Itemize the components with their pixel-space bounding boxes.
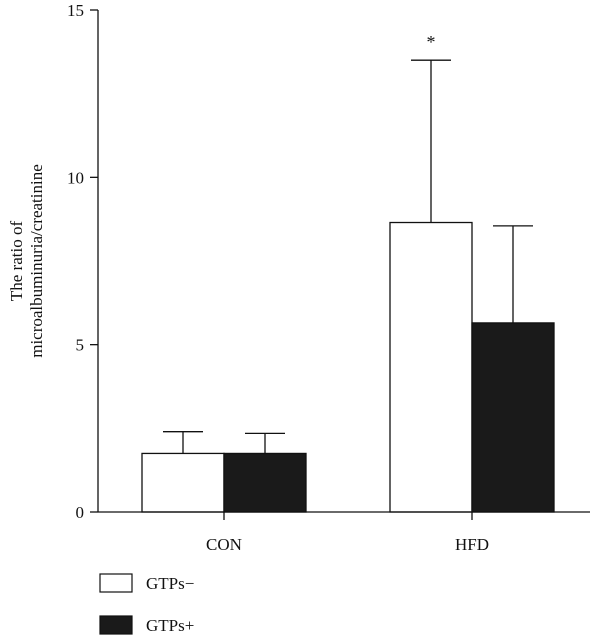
axes [97, 10, 590, 513]
bar-hfd-series-1 [389, 221, 473, 513]
y-tick-label: 15 [67, 1, 84, 20]
y-tick-label: 0 [76, 503, 85, 522]
y-axis-title: The ratio of microalbuminuria/creatinine [7, 164, 46, 358]
legend: GTPs− GTPs+ [99, 573, 194, 635]
legend-label-gtps-plus: GTPs+ [146, 616, 194, 635]
x-tick-label: CON [206, 535, 242, 554]
bar-hfd-series-2 [471, 322, 555, 513]
legend-label-gtps-minus: GTPs− [146, 574, 194, 593]
legend-swatch-gtps-minus [99, 573, 133, 593]
bar-con-series-1 [141, 452, 225, 513]
bars-layer [141, 59, 555, 513]
y-tick-label: 5 [76, 336, 85, 355]
y-axis-title-line-2: microalbuminuria/creatinine [27, 164, 46, 358]
x-tick-label: HFD [455, 535, 489, 554]
bar-con-series-2 [223, 452, 307, 513]
legend-swatch-gtps-plus [99, 615, 133, 635]
y-ticks: 0 5 10 15 [67, 1, 98, 522]
y-axis-title-line-1: The ratio of [7, 221, 26, 302]
y-tick-label: 10 [67, 168, 84, 187]
significance-asterisk: * [427, 32, 436, 52]
x-ticks: CON HFD [206, 512, 489, 554]
annotations: * [427, 32, 436, 52]
